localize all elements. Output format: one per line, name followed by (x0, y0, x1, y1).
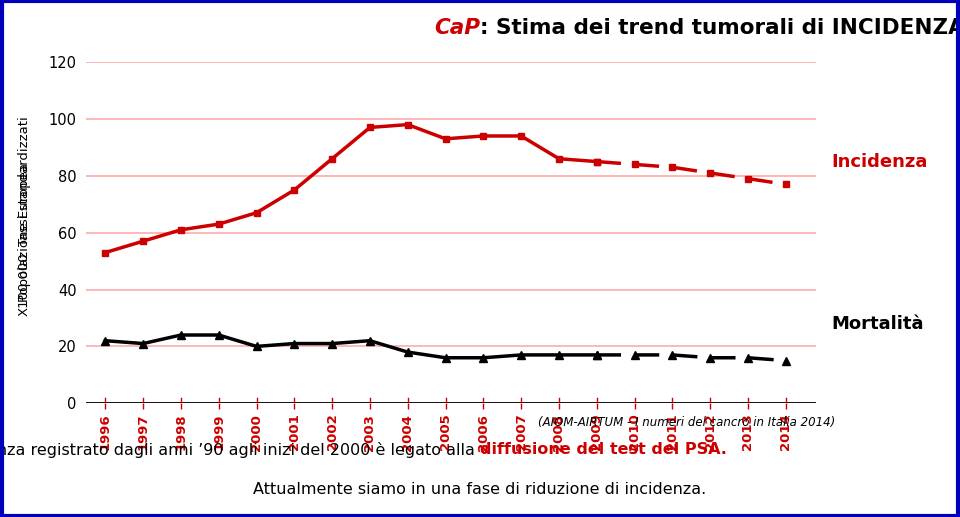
Text: (AIOM-AIRTUM - I numeri del cancro in Italia 2014): (AIOM-AIRTUM - I numeri del cancro in It… (538, 416, 835, 429)
Text: Incidenza: Incidenza (831, 153, 927, 171)
Text: Mortalità: Mortalità (831, 315, 924, 332)
Text: Popolazione Europea: Popolazione Europea (18, 163, 31, 302)
Text: Attualmente siamo in una fase di riduzione di incidenza.: Attualmente siamo in una fase di riduzio… (253, 481, 707, 497)
Text: : Stima dei trend tumorali di INCIDENZA E MORTALITA’ (Anni 1996-2014): : Stima dei trend tumorali di INCIDENZA … (480, 18, 960, 38)
Text: diffusione del test del PSA.: diffusione del test del PSA. (480, 443, 727, 458)
Text: X100.000: X100.000 (18, 252, 31, 316)
Text: CaP: CaP (434, 18, 480, 38)
Text: Tassi standardizzati: Tassi standardizzati (18, 117, 31, 246)
Text: L’aumento di incidenza registrato dagli anni ’90 agli inizi del 2000 è legato al: L’aumento di incidenza registrato dagli … (0, 442, 480, 458)
